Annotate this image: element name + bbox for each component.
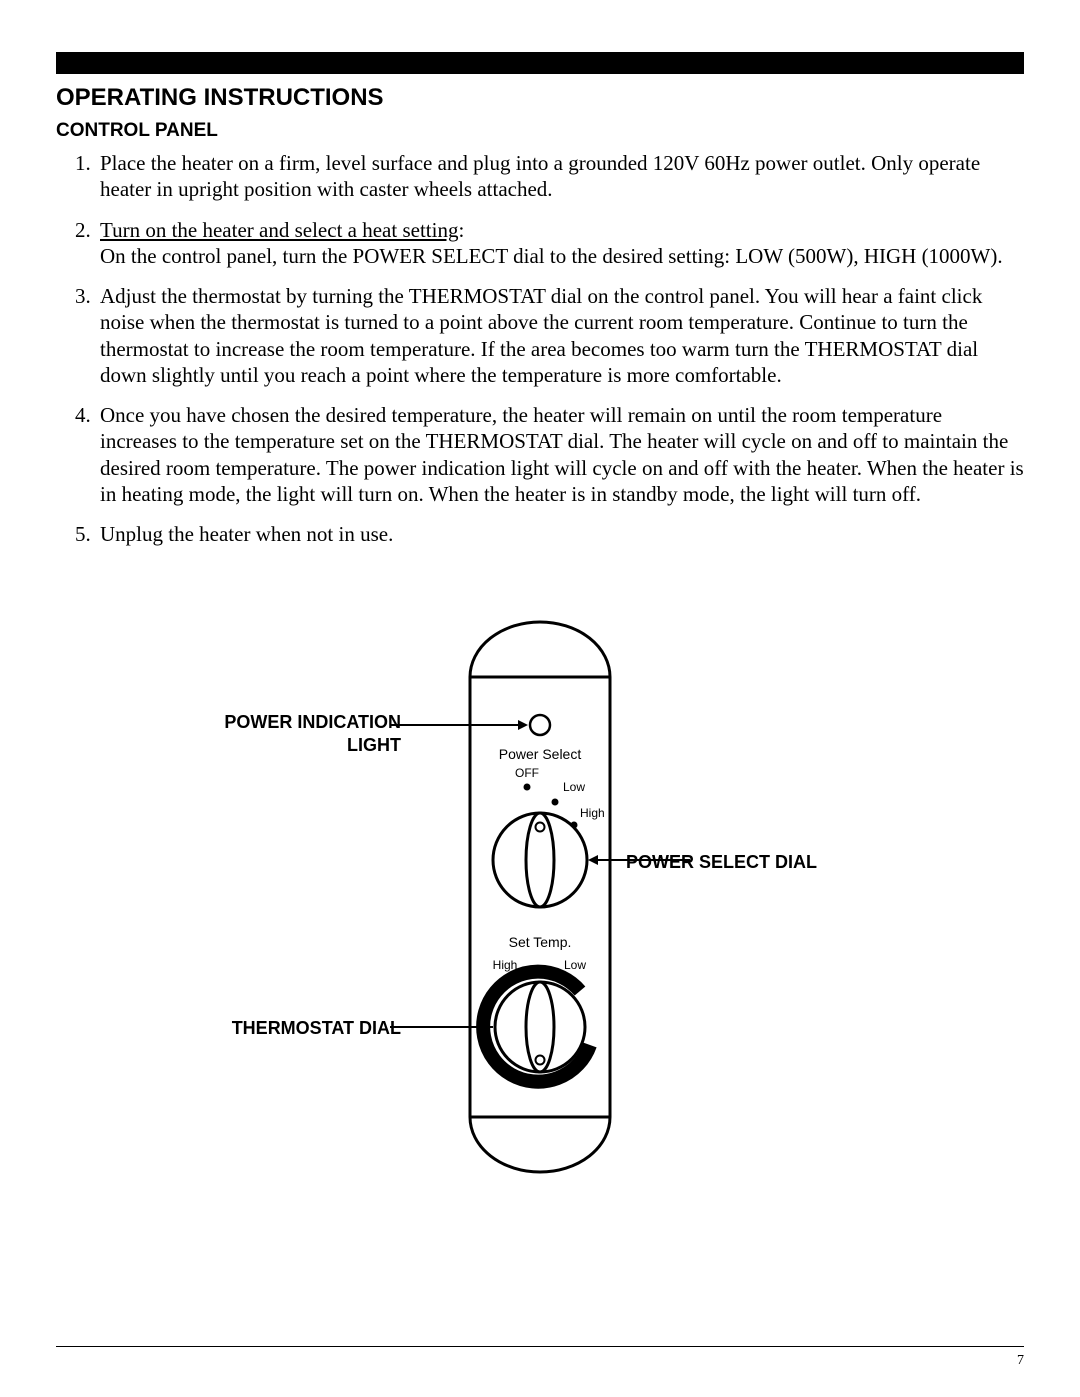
panel-label-power-select: Power Select <box>499 746 582 762</box>
instruction-text: Once you have chosen the desired tempera… <box>100 403 1024 506</box>
power-select-dial-icon <box>493 813 587 907</box>
instruction-text: Place the heater on a firm, level surfac… <box>100 151 980 201</box>
dot-off <box>524 784 531 791</box>
instruction-item: Once you have chosen the desired tempera… <box>96 402 1024 507</box>
instruction-lead-suffix: : <box>458 218 464 242</box>
instruction-text: Unplug the heater when not in use. <box>100 522 393 546</box>
panel-label-set-temp: Set Temp. <box>509 934 572 950</box>
instruction-item: Turn on the heater and select a heat set… <box>96 217 1024 270</box>
panel-label-temp-low: Low <box>564 958 586 972</box>
dot-low <box>552 799 559 806</box>
instruction-item: Unplug the heater when not in use. <box>96 521 1024 547</box>
instruction-list: Place the heater on a firm, level surfac… <box>56 150 1024 547</box>
panel-label-high: High <box>580 806 605 820</box>
instruction-text: Adjust the thermostat by turning the THE… <box>100 284 982 387</box>
control-panel-diagram: POWER INDICATION LIGHT POWER SELECT DIAL… <box>56 617 1024 1237</box>
page-number: 7 <box>1017 1353 1024 1369</box>
page: OPERATING INSTRUCTIONS CONTROL PANEL Pla… <box>0 0 1080 1397</box>
instruction-rest: On the control panel, turn the POWER SEL… <box>100 244 1003 268</box>
sub-title: CONTROL PANEL <box>56 120 1024 142</box>
panel-svg: Power Select OFF Low High Set Temp. High… <box>280 617 800 1217</box>
instruction-item: Adjust the thermostat by turning the THE… <box>96 283 1024 388</box>
panel-label-low: Low <box>563 780 585 794</box>
instruction-lead-underlined: Turn on the heater and select a heat set… <box>100 218 458 242</box>
thermostat-dial-icon <box>483 972 590 1082</box>
panel-label-off: OFF <box>515 766 539 780</box>
header-black-bar <box>56 52 1024 74</box>
section-title: OPERATING INSTRUCTIONS <box>56 84 1024 112</box>
instruction-item: Place the heater on a firm, level surfac… <box>96 150 1024 203</box>
footer-rule <box>56 1346 1024 1347</box>
